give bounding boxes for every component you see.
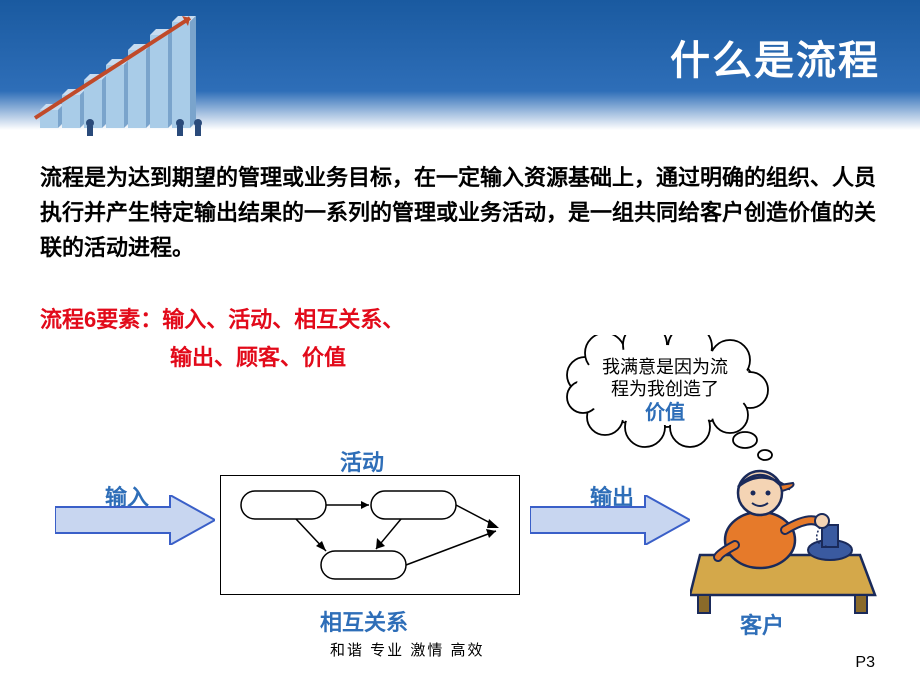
customer-figure-icon (690, 445, 880, 620)
six-elements-line2: 输出、顾客、价值 (170, 340, 346, 372)
output-arrow-icon (530, 495, 690, 550)
page-number: P3 (855, 654, 875, 672)
footer-motto: 和谐 专业 激情 高效 (330, 639, 485, 660)
bubble-highlight: 价值 (645, 400, 685, 424)
six-elements-line1: 流程6要素：输入、活动、相互关系、 (40, 300, 404, 340)
process-box (220, 475, 520, 595)
definition-text: 流程是为达到期望的管理或业务目标，在一定输入资源基础上，通过明确的组织、人员执行… (40, 160, 880, 266)
input-arrow-icon (55, 495, 215, 550)
bubble-text-2: 程为我创造了 (611, 379, 719, 399)
label-activity: 活动 (340, 445, 384, 477)
label-relation: 相互关系 (320, 605, 408, 637)
page-title: 什么是流程 (670, 28, 880, 86)
bar-chart-decor-icon (30, 10, 230, 145)
bubble-text-1: 我满意是因为流 (602, 357, 728, 377)
